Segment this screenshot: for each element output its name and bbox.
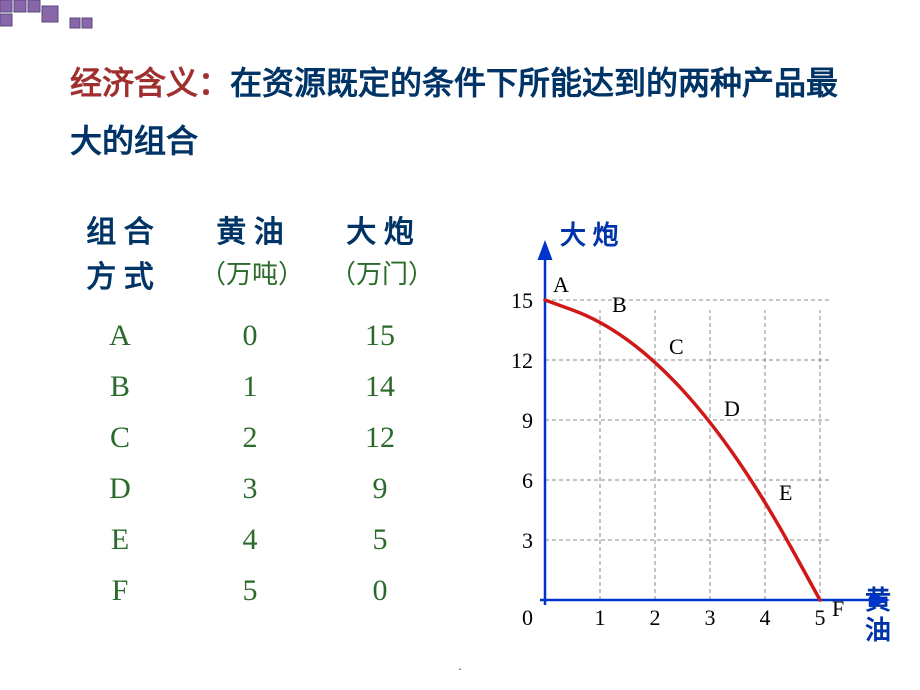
row-butter: 0 [200, 310, 300, 361]
th-cannon-sub: （万门） [330, 255, 430, 300]
svg-text:15: 15 [511, 288, 533, 313]
row-label: C [70, 412, 170, 463]
row-label: B [70, 361, 170, 412]
svg-text:12: 12 [511, 348, 533, 373]
row-butter: 1 [200, 361, 300, 412]
svg-text:2: 2 [650, 605, 661, 630]
heading-block: 经济含义：在资源既定的条件下所能达到的两种产品最大的组合 [70, 55, 870, 170]
svg-text:3: 3 [522, 528, 533, 553]
row-butter: 3 [200, 463, 300, 514]
row-butter: 2 [200, 412, 300, 463]
svg-text:1: 1 [595, 605, 606, 630]
row-cannon: 14 [330, 361, 430, 412]
th-combo-sub: 方 式 [70, 255, 170, 300]
table-row: A0 15 [70, 310, 430, 361]
table-row: E45 [70, 514, 430, 565]
table-row: D39 [70, 463, 430, 514]
svg-text:9: 9 [522, 408, 533, 433]
row-cannon: 15 [330, 310, 430, 361]
row-cannon: 12 [330, 412, 430, 463]
row-label: D [70, 463, 170, 514]
row-label: F [70, 565, 170, 616]
row-label: A [70, 310, 170, 361]
table-body: A015B114C212D39E45F50 [70, 310, 430, 616]
footnote: . [458, 659, 462, 675]
th-butter-sub: （万吨） [200, 255, 300, 300]
svg-text:F: F [832, 596, 844, 621]
table-row: C2 12 [70, 412, 430, 463]
svg-text:C: C [669, 334, 684, 359]
svg-text:3: 3 [705, 605, 716, 630]
svg-text:0: 0 [522, 605, 533, 630]
table-header-row1: 组 合 黄 油 大 炮 [70, 210, 430, 255]
row-cannon: 0 [330, 565, 430, 616]
row-cannon: 9 [330, 463, 430, 514]
ppf-chart: 大 炮 黄 油 1512963012345ABCDEF [475, 230, 905, 650]
svg-text:E: E [779, 480, 792, 505]
corner-decoration [0, 0, 200, 40]
th-cannon: 大 炮 [330, 210, 430, 255]
table-header-row2: 方 式 （万吨） （万门） [70, 255, 430, 300]
table-row: B1 14 [70, 361, 430, 412]
row-butter: 4 [200, 514, 300, 565]
svg-text:6: 6 [522, 468, 533, 493]
svg-text:B: B [612, 292, 627, 317]
th-butter: 黄 油 [200, 210, 300, 255]
row-label: E [70, 514, 170, 565]
row-cannon: 5 [330, 514, 430, 565]
data-table: 组 合 黄 油 大 炮 方 式 （万吨） （万门） A015B114C212D3… [70, 210, 430, 616]
row-butter: 5 [200, 565, 300, 616]
svg-text:5: 5 [815, 605, 826, 630]
svg-text:A: A [553, 272, 569, 297]
table-row: F50 [70, 565, 430, 616]
svg-text:4: 4 [760, 605, 771, 630]
heading-label: 经济含义： [70, 65, 230, 101]
th-combo: 组 合 [70, 210, 170, 255]
svg-text:D: D [724, 396, 740, 421]
